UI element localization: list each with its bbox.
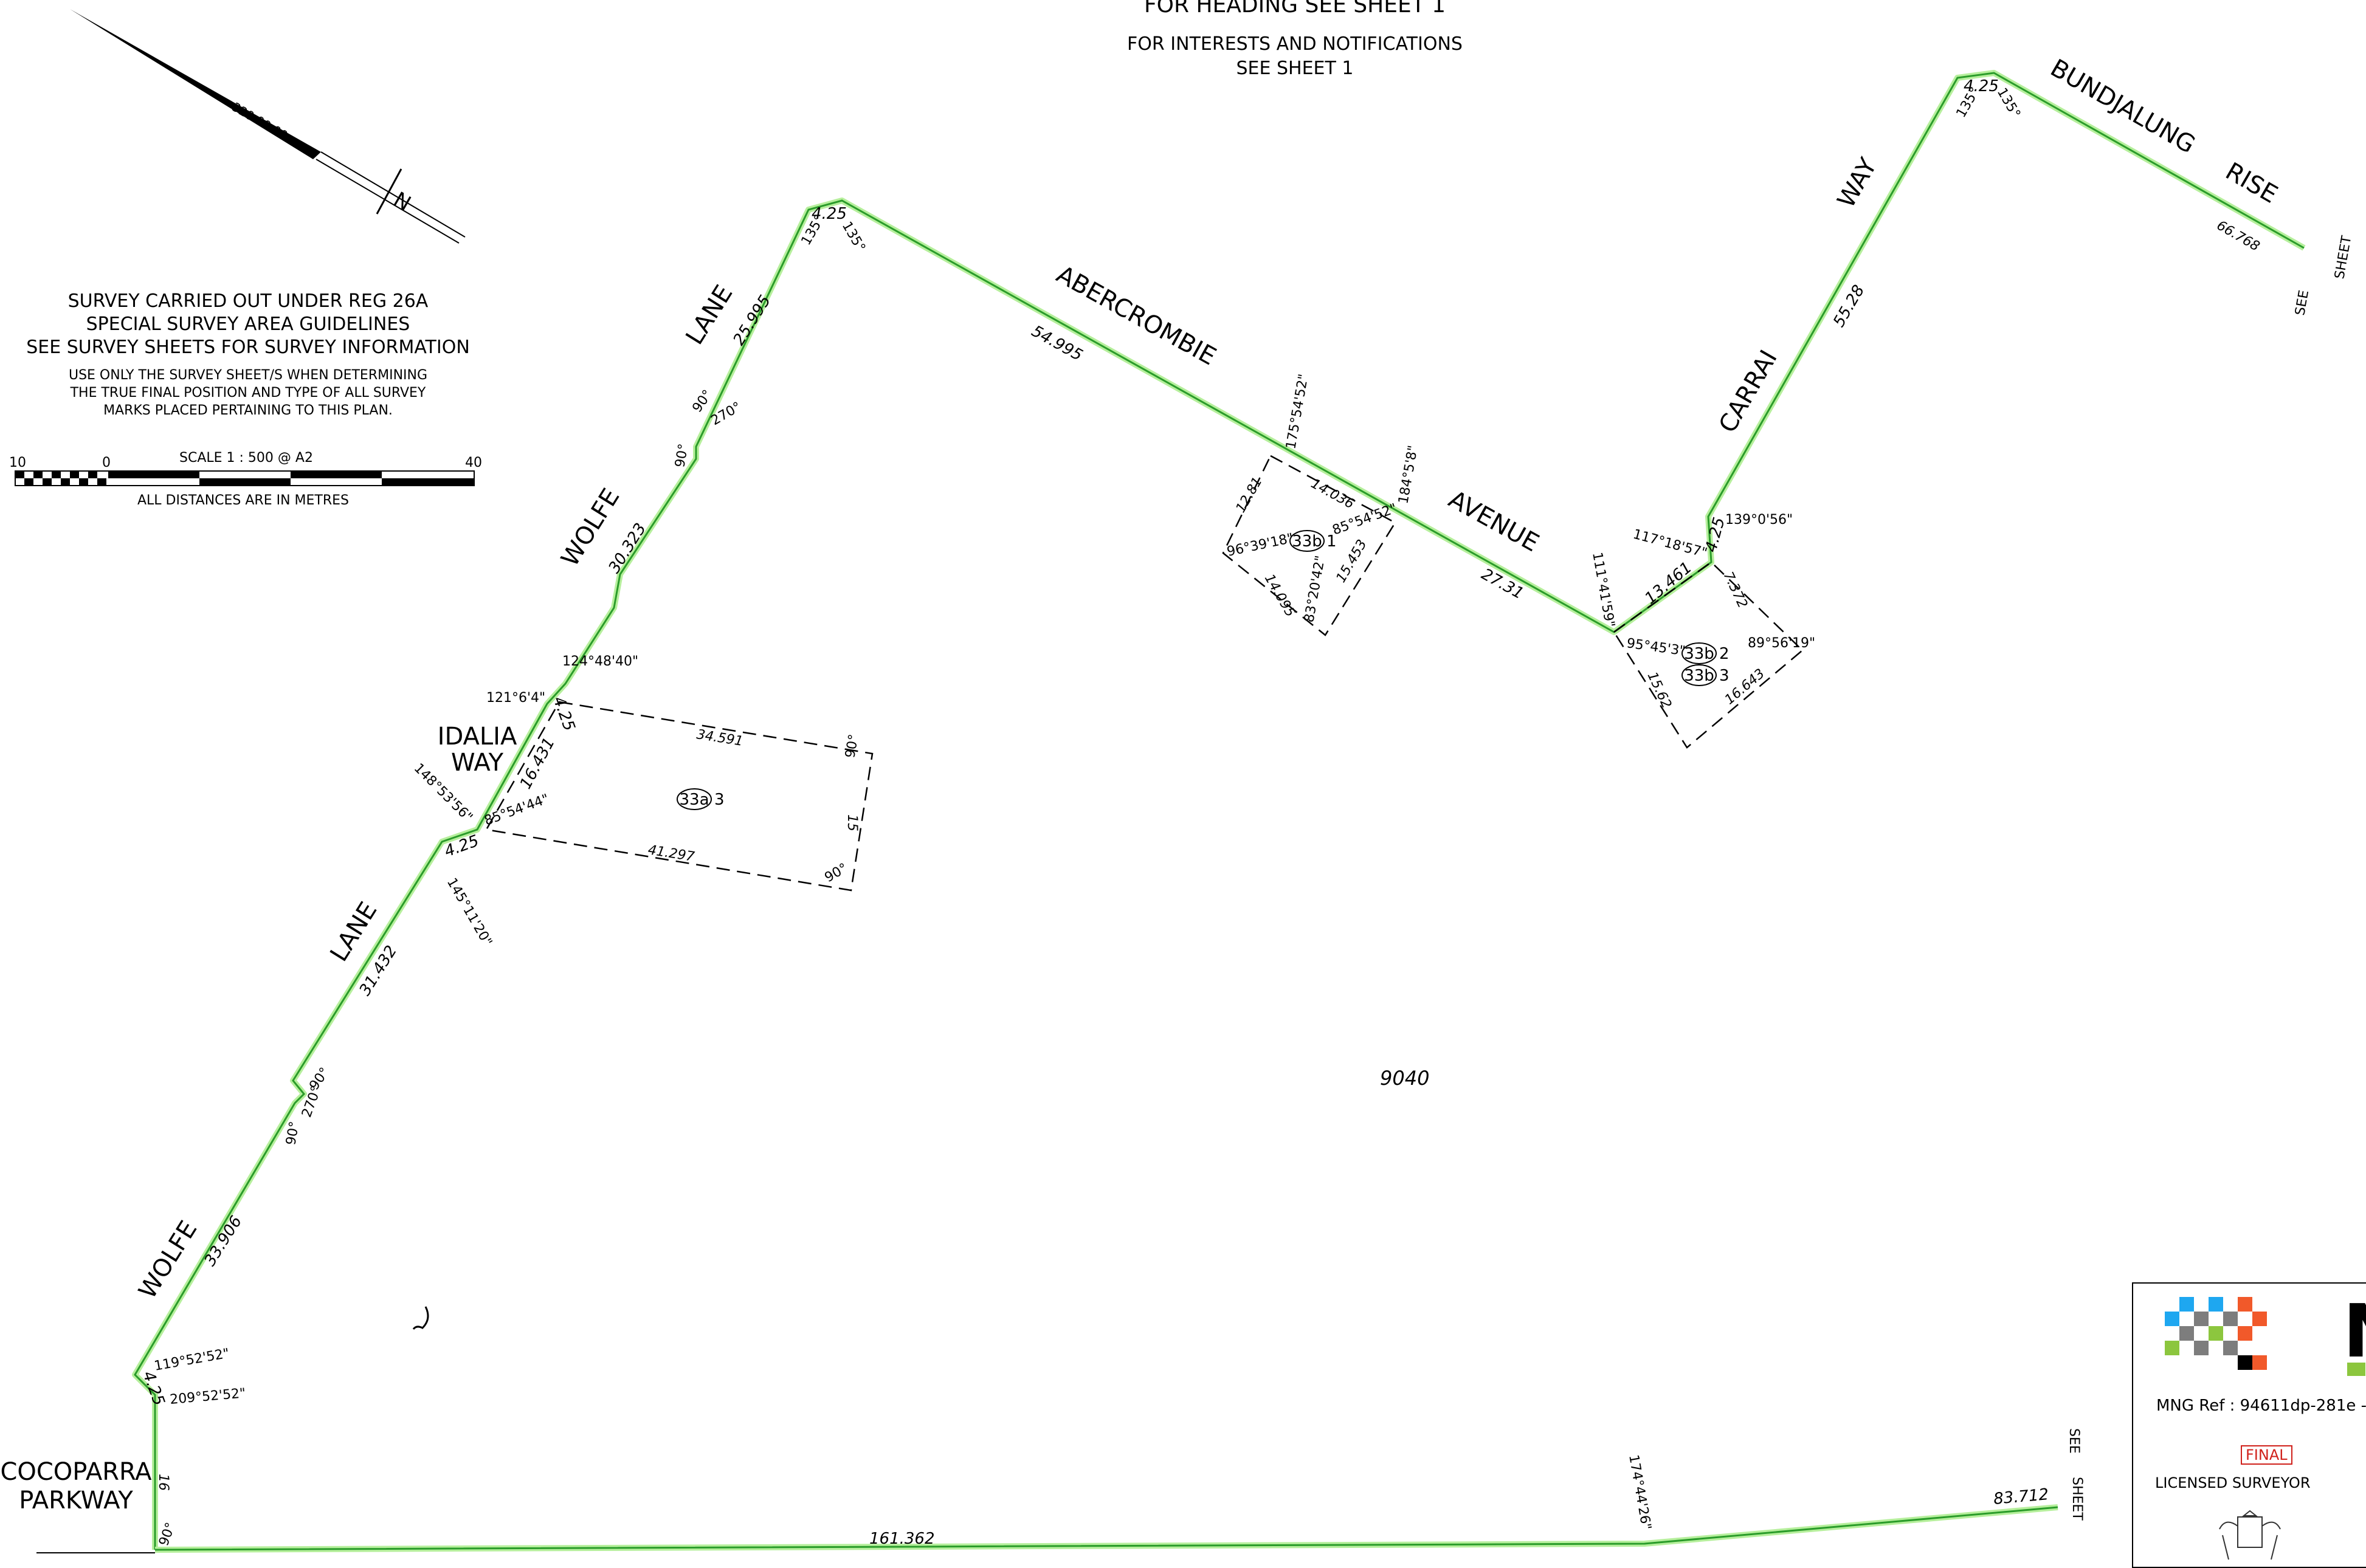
dim-425-bundjalung: 4.25 xyxy=(1964,77,1999,95)
angle-18458: 184°5'8" xyxy=(1396,444,1421,505)
angle-1744426: 174°44'26" xyxy=(1626,1454,1654,1532)
street-wolfe-lower: WOLFE xyxy=(133,1216,202,1304)
street-idalia: IDALIA xyxy=(438,723,517,751)
angle-1171857: 117°18'57" xyxy=(1631,527,1708,562)
dim-25995: 25.995 xyxy=(729,292,774,349)
mng-reference: MNG Ref : 94611dp-281e - xyxy=(2156,1397,2366,1415)
dim-7372: 7.372 xyxy=(1720,569,1750,611)
lot-33b-3-number: 3 xyxy=(1719,667,1730,685)
street-parkway: PARKWAY xyxy=(19,1487,133,1515)
see-sheet-notes: SEE SHEET SEE SHEET xyxy=(2066,234,2354,1521)
angle-90-d: 90° xyxy=(283,1120,302,1146)
dim-425-top: 4.25 xyxy=(812,205,847,223)
see-sheet-bottom-b: SHEET xyxy=(2069,1477,2085,1521)
angle-1451120: 145°11'20" xyxy=(444,876,495,949)
heading-note: FOR HEADING SEE SHEET 1 xyxy=(1144,0,1446,18)
angle-90-e: 90° xyxy=(156,1521,179,1548)
street-carrai: CARRAI xyxy=(1714,345,1783,438)
angle-2095252: 209°52'52" xyxy=(169,1386,246,1408)
parcel-number: 9040 xyxy=(1380,1067,1429,1090)
street-idalia-way: WAY xyxy=(451,749,504,777)
dim-161362: 161.362 xyxy=(869,1530,935,1548)
dim-15: 15 xyxy=(844,814,860,831)
interests-note-line2: SEE SHEET 1 xyxy=(1236,58,1354,79)
north-arrow-icon: N 320 00 00 xyxy=(70,9,466,244)
dim-14095: 14.095 xyxy=(1261,572,1298,620)
lot-33b-2-label: 33b xyxy=(1684,645,1714,663)
dim-425-idalia: 4.25 xyxy=(549,694,578,734)
scale-bar: 10 0 SCALE 1 : 500 @ A2 40 ALL DISTANCES… xyxy=(9,450,482,508)
angle-95453: 95°45'3" xyxy=(1626,636,1686,659)
dim-1562: 15.62 xyxy=(1644,670,1674,711)
dim-425-bottom: 4.25 xyxy=(139,1369,168,1408)
lot-33a-number: 3 xyxy=(714,791,725,809)
angle-1755452: 175°54'52" xyxy=(1283,373,1311,450)
scale-left-label: 10 xyxy=(9,455,26,470)
easement-33a xyxy=(485,701,874,892)
lot-33b-1-label: 33b xyxy=(1292,532,1322,551)
scale-zero-label: 0 xyxy=(102,455,111,470)
hook-mark-icon xyxy=(412,1306,429,1330)
scale-title: SCALE 1 : 500 @ A2 xyxy=(179,450,313,466)
title-block-logo-panel: N MNG Ref : 94611dp-281e - xyxy=(2132,1282,2366,1431)
lot-33a-label: 33a xyxy=(679,791,709,809)
lot-33b-1-number: 1 xyxy=(1326,532,1337,551)
angle-1195252: 119°52'52" xyxy=(153,1346,231,1374)
angle-1114159: 111°41'59" xyxy=(1589,551,1617,629)
scale-units-note: ALL DISTANCES ARE IN METRES xyxy=(137,493,349,508)
licensed-surveyor-label: LICENSED SURVEYOR xyxy=(2155,1474,2311,1491)
angle-121164: 121°6'4" xyxy=(486,690,545,706)
survey-note-line1: SURVEY CARRIED OUT UNDER REG 26A xyxy=(68,291,429,312)
angle-135-b: 135° xyxy=(839,219,868,255)
dim-41297: 41.297 xyxy=(647,842,695,865)
final-badge: FINAL xyxy=(2241,1445,2292,1465)
dim-83712: 83.712 xyxy=(1993,1485,2049,1508)
survey-note-small3: MARKS PLACED PERTAINING TO THIS PLAN. xyxy=(103,403,393,418)
interests-note-line1: FOR INTERESTS AND NOTIFICATIONS xyxy=(1127,33,1463,55)
survey-note-small1: USE ONLY THE SURVEY SHEET/S WHEN DETERMI… xyxy=(69,368,427,383)
angle-832042: 83°20'42" xyxy=(1302,554,1328,624)
angle-90-g: 90° xyxy=(823,861,850,885)
survey-note-small2: THE TRUE FINAL POSITION AND TYPE OF ALL … xyxy=(70,385,426,401)
lot-33b-3-label: 33b xyxy=(1684,667,1714,685)
easement-33b-1 xyxy=(1222,455,1396,636)
dim-1281: 12.81 xyxy=(1233,475,1266,515)
angle-963918: 96°39'18" xyxy=(1226,531,1295,560)
company-logo-icon xyxy=(2165,1297,2267,1382)
lot-33b-2-number: 2 xyxy=(1719,645,1730,663)
lot-boundary xyxy=(36,70,2306,1553)
coat-of-arms-icon xyxy=(2219,1510,2281,1560)
easement-33b-2-3 xyxy=(1613,561,1804,749)
street-rise: RISE xyxy=(2221,157,2282,209)
logo-letter: N xyxy=(2343,1296,2366,1369)
north-letter: N xyxy=(390,187,415,216)
lot-labels: 33a 3 33b 1 33b 2 33b 3 9040 xyxy=(677,530,1730,1090)
survey-note-line2: SPECIAL SURVEY AREA GUIDELINES xyxy=(86,314,410,335)
see-sheet-bottom-a: SEE xyxy=(2066,1428,2081,1454)
dim-15453: 15.453 xyxy=(1334,537,1370,585)
angle-1244840: 124°48'40" xyxy=(562,654,638,669)
angle-135-d: 135° xyxy=(1994,86,2023,121)
title-block-crest-panel xyxy=(2132,1500,2366,1568)
survey-note-line3: SEE SURVEY SHEETS FOR SURVEY INFORMATION xyxy=(26,337,470,358)
street-cocoparra: COCOPARRA xyxy=(0,1458,152,1486)
dim-16: 16 xyxy=(156,1474,171,1491)
north-bearing-label: 320 00 00 xyxy=(230,100,291,143)
angle-139056: 139°0'56" xyxy=(1725,512,1793,528)
street-labels: LANE WOLFE LANE WOLFE ABERCROMBIE AVENUE… xyxy=(0,54,2282,1515)
angle-90-f: 90° xyxy=(843,733,861,759)
dim-34591: 34.591 xyxy=(695,727,744,749)
angle-135-c: 135° xyxy=(1954,85,1983,120)
scale-right-label: 40 xyxy=(465,455,482,470)
title-block-surveyor-panel: FINAL LICENSED SURVEYOR xyxy=(2132,1428,2366,1501)
street-way: WAY xyxy=(1832,153,1883,213)
survey-notes: SURVEY CARRIED OUT UNDER REG 26A SPECIAL… xyxy=(26,291,470,418)
angle-895619: 89°56'19" xyxy=(1748,636,1815,651)
dim-13461: 13.461 xyxy=(1641,559,1695,608)
see-sheet-top-a: SEE xyxy=(2292,289,2312,317)
see-sheet-top-b: SHEET xyxy=(2332,234,2354,280)
dim-425-lower: 4.25 xyxy=(442,832,481,861)
